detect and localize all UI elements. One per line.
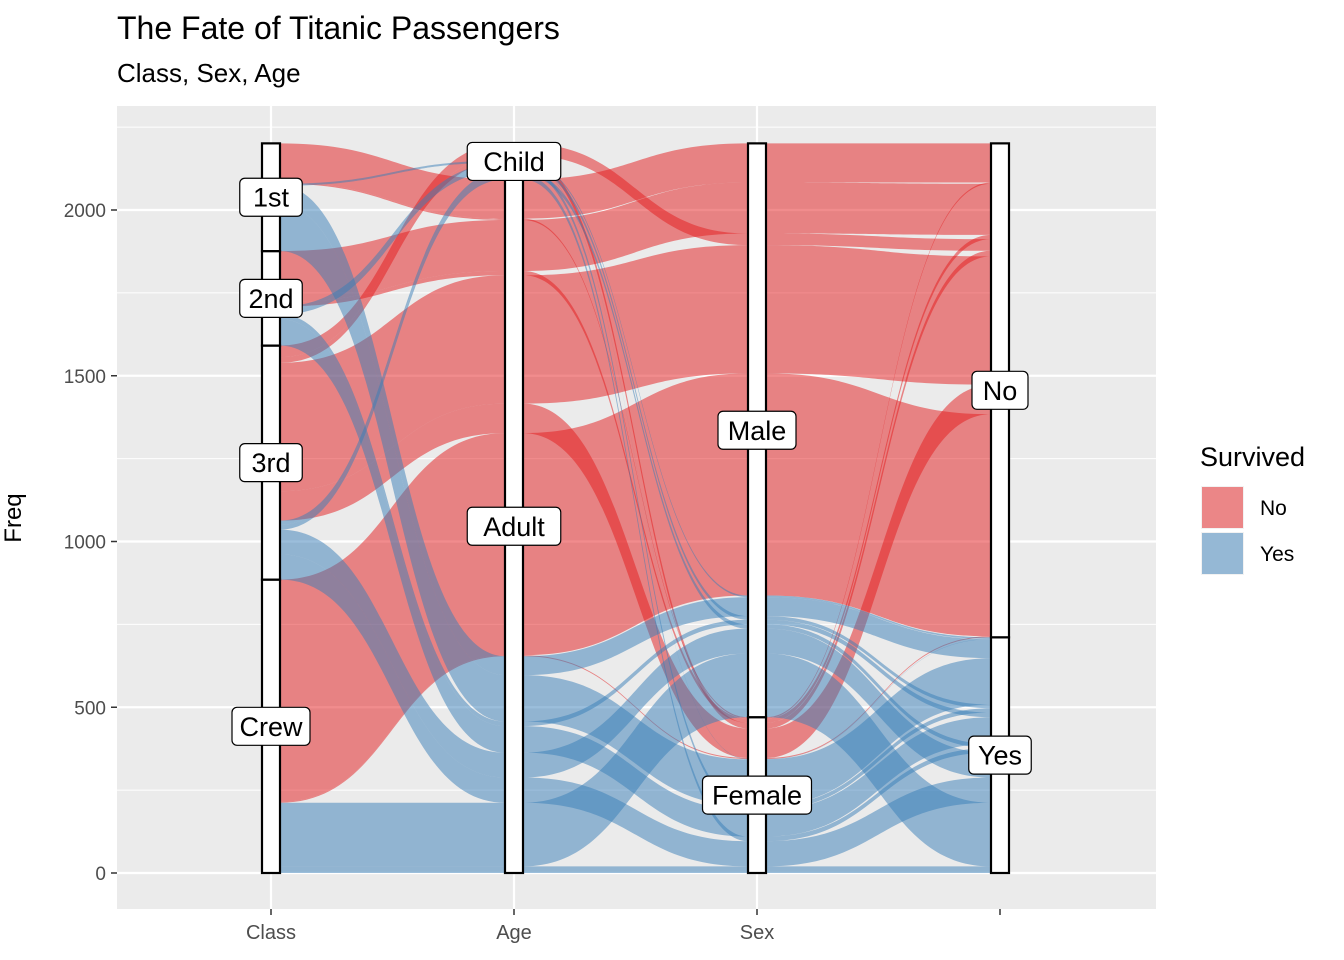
legend-title: Survived [1200, 442, 1305, 472]
alluvium-flow [271, 319, 1000, 837]
y-tick-label: 0 [95, 864, 106, 885]
stratum-label-box [231, 706, 311, 746]
y-tick-label: 2000 [64, 201, 106, 222]
stratum-label-box [239, 177, 303, 217]
chart-title: The Fate of Titanic Passengers [117, 10, 560, 46]
stratum-label: 3rd [251, 448, 290, 478]
stratum-label: Yes [978, 741, 1022, 771]
y-tick-label: 1000 [64, 533, 106, 554]
stratum-label: 1st [253, 183, 290, 213]
stratum-label-box [971, 370, 1029, 410]
legend-label: Yes [1260, 543, 1294, 566]
alluvia [271, 143, 1000, 873]
legend: Survived No Yes [1200, 442, 1305, 575]
stratum-label: Adult [483, 512, 545, 542]
legend-label: No [1260, 497, 1287, 520]
stratum-label: Male [728, 416, 787, 446]
stratum-label-box [701, 775, 813, 815]
alluvium-flow [271, 204, 1000, 806]
x-tick-label: Sex [740, 922, 774, 944]
legend-swatch [1202, 533, 1243, 574]
alluvium-flow [271, 162, 1000, 760]
alluvium-flow [271, 143, 1000, 219]
stratum-label: Child [483, 147, 545, 177]
legend-swatch [1202, 487, 1243, 528]
stratum-label-box [968, 735, 1032, 775]
strata-axis-class [260, 142, 282, 875]
alluvium-flow [271, 182, 1000, 303]
alluvium-flow [271, 384, 1000, 758]
stratum-label-box [717, 410, 797, 450]
strata-axis-sex [746, 142, 768, 875]
stratum-label-box [239, 443, 303, 483]
stratum-label-box [239, 278, 303, 318]
stratum-label: Female [712, 781, 802, 811]
x-tick-label: Class [246, 922, 296, 944]
x-tick-label: Age [496, 922, 532, 944]
stratum-label-box [466, 141, 562, 182]
stratum-label: Crew [239, 712, 303, 742]
alluvium-flow [271, 174, 1000, 842]
stratum-label: 2nd [248, 284, 293, 314]
stratum-label: No [983, 376, 1018, 406]
alluvium-flow [271, 866, 1000, 873]
y-tick-label: 500 [74, 698, 106, 719]
y-tick-label: 1500 [64, 367, 106, 388]
alluvium-flow [271, 245, 1000, 492]
stratum-label-box [466, 506, 562, 546]
alluvium-flow [271, 166, 1000, 811]
chart-subtitle: Class, Sex, Age [117, 58, 301, 88]
